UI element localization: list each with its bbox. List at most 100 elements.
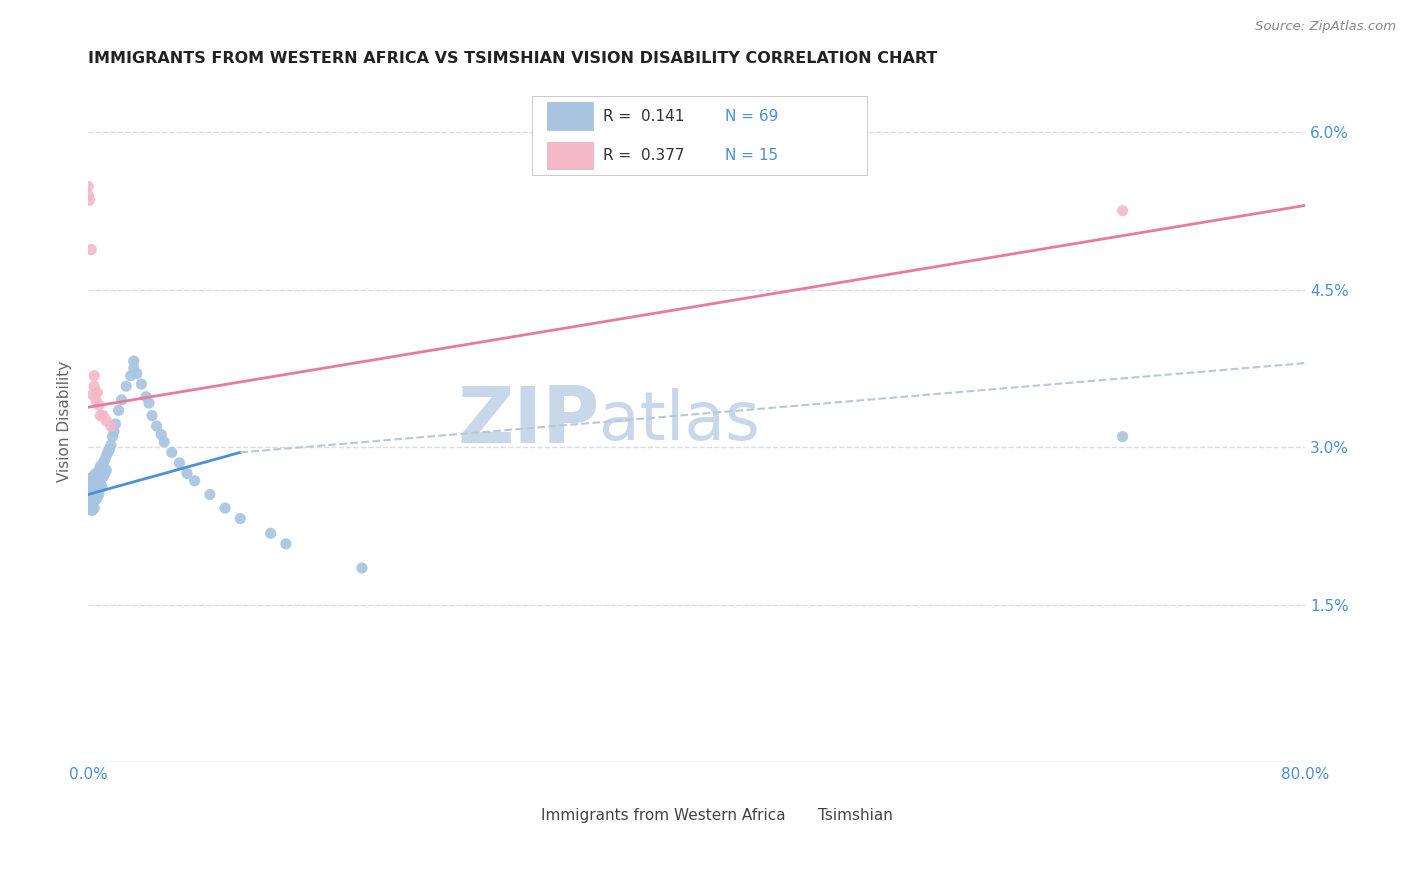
- Point: [100, 419, 122, 434]
- Point: [90, 480, 112, 494]
- Point: [87, 474, 110, 488]
- Point: [89, 458, 111, 473]
- Point: [125, 367, 148, 381]
- Point: [79, 491, 101, 505]
- Point: [94, 467, 117, 481]
- Point: [77, 179, 100, 194]
- Point: [176, 467, 198, 481]
- Point: [79, 482, 101, 496]
- Point: [138, 396, 160, 410]
- Point: [96, 449, 118, 463]
- Point: [110, 392, 132, 407]
- Point: [87, 487, 110, 501]
- Point: [80, 495, 103, 509]
- Point: [150, 427, 173, 442]
- Point: [80, 243, 103, 257]
- Point: [86, 491, 108, 505]
- Text: N = 69: N = 69: [724, 109, 778, 124]
- Point: [214, 501, 236, 516]
- Point: [141, 409, 163, 423]
- Text: N = 15: N = 15: [724, 148, 778, 163]
- Point: [169, 456, 191, 470]
- Point: [93, 409, 115, 423]
- Point: [87, 398, 110, 412]
- Point: [77, 487, 100, 501]
- Point: [98, 442, 121, 457]
- Point: [83, 368, 105, 383]
- Point: [83, 484, 105, 499]
- Text: IMMIGRANTS FROM WESTERN AFRICA VS TSIMSHIAN VISION DISABILITY CORRELATION CHART: IMMIGRANTS FROM WESTERN AFRICA VS TSIMSH…: [89, 51, 938, 66]
- Point: [83, 501, 105, 516]
- Point: [82, 487, 104, 501]
- Point: [83, 474, 105, 488]
- Point: [82, 480, 104, 494]
- Point: [153, 434, 176, 449]
- Point: [198, 487, 221, 501]
- Text: R =  0.141: R = 0.141: [603, 109, 685, 124]
- Point: [93, 456, 115, 470]
- Point: [131, 377, 153, 392]
- Point: [77, 495, 100, 509]
- Point: [94, 452, 117, 467]
- Point: [1111, 203, 1133, 218]
- FancyBboxPatch shape: [489, 803, 533, 829]
- Point: [84, 467, 107, 481]
- Point: [83, 492, 105, 507]
- Point: [84, 477, 107, 491]
- Point: [274, 537, 297, 551]
- Text: R =  0.377: R = 0.377: [603, 148, 685, 163]
- Text: atlas: atlas: [599, 388, 761, 454]
- Point: [79, 193, 101, 207]
- Point: [260, 526, 283, 541]
- Point: [122, 354, 145, 368]
- Point: [1111, 430, 1133, 444]
- Point: [84, 392, 107, 407]
- Point: [86, 385, 108, 400]
- Point: [83, 379, 105, 393]
- Text: Immigrants from Western Africa: Immigrants from Western Africa: [541, 808, 786, 823]
- Text: Tsimshian: Tsimshian: [818, 808, 893, 823]
- Point: [145, 419, 167, 434]
- Point: [96, 463, 118, 477]
- FancyBboxPatch shape: [533, 96, 868, 175]
- Point: [103, 425, 125, 439]
- Point: [107, 403, 129, 417]
- Point: [229, 511, 252, 525]
- Point: [100, 438, 122, 452]
- Point: [96, 414, 118, 428]
- Point: [93, 469, 115, 483]
- Point: [89, 477, 111, 491]
- Point: [122, 361, 145, 376]
- Point: [80, 474, 103, 488]
- Point: [97, 445, 120, 459]
- Point: [104, 417, 127, 431]
- Point: [86, 469, 108, 483]
- Point: [77, 188, 100, 202]
- Point: [80, 484, 103, 499]
- Point: [84, 492, 107, 507]
- Point: [183, 474, 205, 488]
- Point: [84, 484, 107, 499]
- Y-axis label: Vision Disability: Vision Disability: [58, 360, 72, 482]
- FancyBboxPatch shape: [547, 142, 593, 169]
- Text: Source: ZipAtlas.com: Source: ZipAtlas.com: [1256, 20, 1396, 33]
- Point: [350, 561, 373, 575]
- Point: [80, 503, 103, 517]
- Point: [82, 387, 104, 401]
- Point: [86, 480, 108, 494]
- Point: [160, 445, 183, 459]
- Point: [82, 469, 104, 483]
- Text: ZIP: ZIP: [457, 383, 599, 458]
- FancyBboxPatch shape: [768, 803, 810, 829]
- Point: [89, 409, 111, 423]
- Point: [120, 368, 142, 383]
- Point: [79, 500, 101, 514]
- Point: [90, 467, 112, 481]
- Point: [82, 495, 104, 509]
- Point: [87, 463, 110, 477]
- FancyBboxPatch shape: [547, 103, 593, 129]
- Point: [82, 503, 104, 517]
- Point: [135, 390, 157, 404]
- Point: [101, 430, 124, 444]
- Point: [115, 379, 138, 393]
